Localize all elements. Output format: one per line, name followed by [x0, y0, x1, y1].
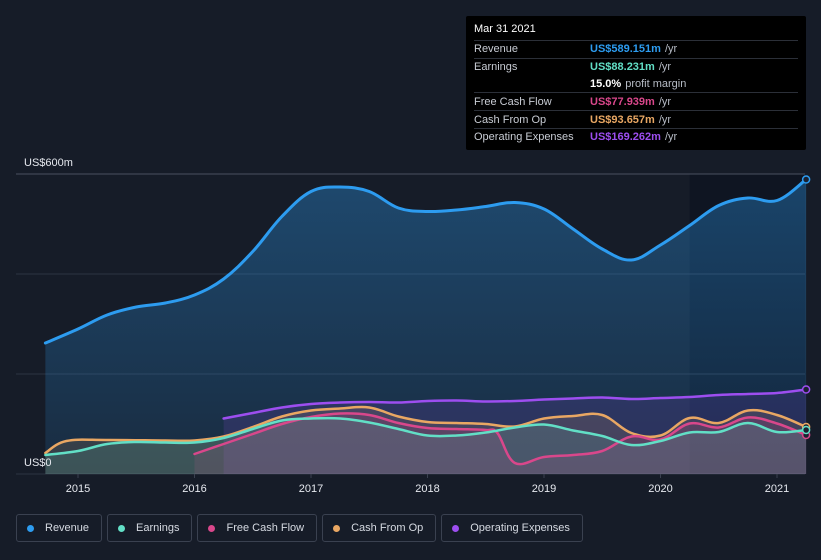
x-tick-label: 2020 [648, 483, 672, 495]
legend-label: Cash From Op [351, 522, 424, 534]
tooltip-unit: /yr [658, 95, 672, 108]
earnings-line [44, 416, 808, 457]
x-tick-label: 2019 [532, 483, 556, 495]
tooltip-value: US$77.939m [590, 95, 655, 108]
tooltip-row-margin: 15.0% profit margin [474, 76, 798, 93]
tooltip-value: 15.0% [590, 77, 622, 90]
earnings-end-marker [801, 425, 811, 435]
tooltip-label: Cash From Op [474, 113, 547, 126]
revenue-end-marker [801, 175, 811, 184]
x-tick-label: 2018 [415, 483, 439, 495]
x-tick-label: 2015 [66, 483, 90, 495]
tooltip-row-opex: Operating Expenses US$169.262m /yr [474, 127, 798, 146]
tooltip-value: US$88.231m [590, 61, 655, 74]
legend-item-revenue[interactable]: Revenue [16, 514, 103, 542]
legend-dot-icon [118, 524, 126, 532]
legend-item-free-cash-flow[interactable]: Free Cash Flow [197, 514, 318, 542]
tooltip-row-earnings: Earnings US$88.231m /yr [474, 57, 798, 76]
tooltip-value: US$589.151m [590, 43, 661, 56]
end-markers [801, 175, 811, 440]
legend-dot-icon [333, 524, 341, 532]
tooltip-row-revenue: Revenue US$589.151m /yr [474, 40, 798, 58]
legend-item-cash-from-op[interactable]: Cash From Op [322, 514, 437, 542]
x-tick-label: 2017 [299, 483, 323, 495]
legend-item-operating-expenses[interactable]: Operating Expenses [441, 514, 583, 542]
revenue-line [43, 178, 808, 345]
tooltip-date: Mar 31 2021 [474, 23, 536, 35]
tooltip-row-fcf: Free Cash Flow US$77.939m /yr [474, 92, 798, 110]
revenue-area [45, 179, 807, 474]
x-tick-label: 2016 [182, 483, 206, 495]
chart-legend: Revenue Earnings Free Cash Flow Cash Fro… [16, 514, 583, 542]
tooltip-unit: /yr [664, 43, 678, 56]
tooltip-value: US$169.262m [590, 131, 661, 144]
x-tick-label: 2021 [765, 483, 789, 495]
tooltip-unit: /yr [658, 61, 672, 74]
operating-expenses-line [222, 388, 808, 420]
y-axis-top-label: US$600m [24, 157, 73, 169]
tooltip-row-cfo: Cash From Op US$93.657m /yr [474, 110, 798, 128]
cash-from-op-line [44, 405, 808, 455]
tooltip-label: Free Cash Flow [474, 95, 552, 108]
tooltip-label: Operating Expenses [474, 131, 574, 144]
free-cash-flow-area [194, 413, 807, 474]
legend-item-earnings[interactable]: Earnings [107, 514, 193, 542]
tooltip-unit: profit margin [625, 77, 687, 90]
tooltip-label: Earnings [474, 61, 518, 74]
tooltip-label: Revenue [474, 43, 519, 56]
operating-expenses-area [223, 389, 807, 474]
legend-label: Free Cash Flow [226, 522, 305, 534]
operating-expenses-end-marker [801, 385, 811, 394]
legend-label: Revenue [45, 522, 90, 534]
legend-label: Earnings [136, 522, 180, 534]
x-axis: 2015 2016 2017 2018 2019 2020 2021 [66, 474, 789, 495]
y-axis-bottom-label: US$0 [24, 457, 52, 469]
legend-dot-icon [452, 524, 460, 532]
legend-label: Operating Expenses [470, 522, 570, 534]
tooltip-value: US$93.657m [590, 113, 655, 126]
legend-dot-icon [27, 524, 34, 532]
earnings-area [45, 418, 807, 474]
tooltip-unit: /yr [658, 113, 672, 126]
legend-dot-icon [208, 524, 216, 532]
series-lines [43, 178, 808, 466]
data-tooltip: Mar 31 2021 Revenue US$589.151m /yr Earn… [466, 16, 806, 150]
tooltip-unit: /yr [664, 131, 678, 144]
